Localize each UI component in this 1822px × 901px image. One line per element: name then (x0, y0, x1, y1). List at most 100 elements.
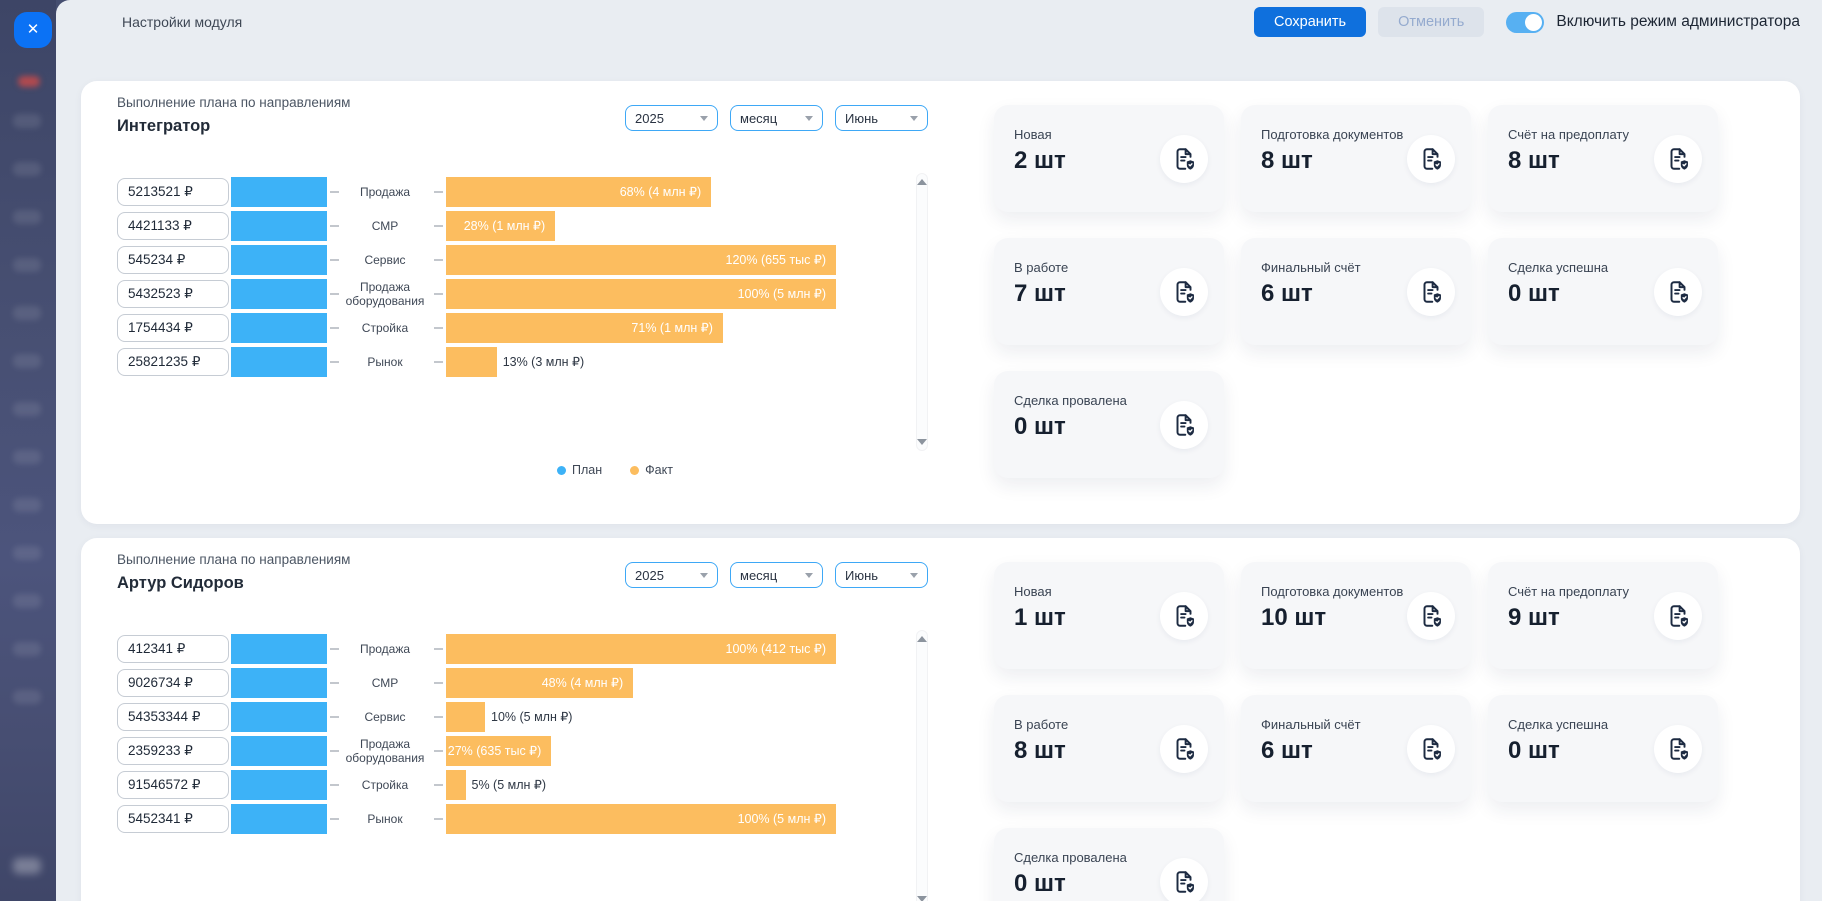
close-button[interactable]: ✕ (14, 12, 52, 48)
legend-item-fact: Факт (630, 463, 673, 477)
year-select[interactable]: 2025 (625, 562, 718, 588)
fact-track: 48% (4 млн ₽) (446, 668, 836, 698)
plan-amount-input[interactable] (117, 737, 229, 765)
status-label: Подготовка документов (1261, 127, 1404, 142)
status-count: 1 шт (1014, 604, 1066, 631)
status-card[interactable]: Сделка успешна 0 шт (1488, 238, 1718, 345)
status-card[interactable]: Финальный счёт 6 шт (1241, 695, 1471, 802)
sidebar-icon-blur (13, 258, 41, 272)
status-label: В работе (1014, 260, 1069, 275)
tick-mark (330, 750, 339, 752)
plan-amount-input[interactable] (117, 246, 229, 274)
document-shield-icon (1160, 267, 1208, 316)
plan-amount-input[interactable] (117, 635, 229, 663)
chart-row: СМР 28% (1 млн ₽) (117, 211, 836, 241)
chart-row: Рынок 13% (3 млн ₽) (117, 347, 836, 377)
category-label: СМР (371, 218, 399, 233)
chart-row: Стройка 5% (5 млн ₽) (117, 770, 836, 800)
chart-scrollbar[interactable] (916, 630, 928, 901)
scroll-up-icon[interactable] (917, 636, 927, 642)
status-card[interactable]: Новая 1 шт (994, 562, 1224, 669)
plan-module-card: Выполнение плана по направлениям Артур С… (81, 538, 1800, 901)
sidebar-icon-blur (13, 858, 41, 874)
fact-bar: 71% (1 млн ₽) (446, 313, 723, 343)
app-sidebar (0, 0, 56, 901)
fact-track: 5% (5 млн ₽) (446, 770, 836, 800)
fact-legend-dot (630, 465, 640, 475)
fact-bar (446, 347, 497, 377)
fact-bar: 48% (4 млн ₽) (446, 668, 634, 698)
cancel-button[interactable]: Отменить (1378, 7, 1485, 37)
plan-amount-input[interactable] (117, 314, 229, 342)
plan-amount-input[interactable] (117, 212, 229, 240)
status-card[interactable]: Счёт на предоплату 8 шт (1488, 105, 1718, 212)
document-shield-icon (1654, 267, 1702, 316)
status-card[interactable]: Сделка успешна 0 шт (1488, 695, 1718, 802)
status-card[interactable]: Счёт на предоплату 9 шт (1488, 562, 1718, 669)
fact-track: 68% (4 млн ₽) (446, 177, 836, 207)
status-label: Сделка провалена (1014, 850, 1127, 865)
chart-row: Продажа оборудования 27% (635 тыс ₽) (117, 736, 836, 766)
status-count: 6 шт (1261, 280, 1313, 307)
fact-bar: 100% (5 млн ₽) (446, 804, 836, 834)
plan-amount-input[interactable] (117, 348, 229, 376)
category-label: СМР (371, 675, 399, 690)
status-count: 0 шт (1014, 413, 1066, 440)
plan-amount-input[interactable] (117, 771, 229, 799)
period-select[interactable]: месяц (730, 562, 823, 588)
chart-row: СМР 48% (4 млн ₽) (117, 668, 836, 698)
status-card[interactable]: В работе 8 шт (994, 695, 1224, 802)
plan-amount-input[interactable] (117, 178, 229, 206)
admin-mode-toggle[interactable] (1506, 11, 1545, 33)
sidebar-icon-blur (13, 114, 41, 128)
fact-bar-label: 28% (1 млн ₽) (463, 219, 546, 233)
legend-item-plan: План (557, 463, 602, 477)
chart-row: Продажа 68% (4 млн ₽) (117, 177, 836, 207)
tick-mark (330, 225, 339, 227)
document-shield-icon (1160, 400, 1208, 449)
document-shield-icon (1654, 591, 1702, 640)
plan-amount-input[interactable] (117, 805, 229, 833)
status-count: 6 шт (1261, 737, 1313, 764)
status-label: Сделка успешна (1508, 717, 1609, 732)
month-select[interactable]: Июнь (835, 105, 928, 131)
period-select[interactable]: месяц (730, 105, 823, 131)
plan-amount-input[interactable] (117, 703, 229, 731)
scroll-up-icon[interactable] (917, 179, 927, 185)
save-button[interactable]: Сохранить (1254, 7, 1367, 37)
status-card[interactable]: В работе 7 шт (994, 238, 1224, 345)
plan-amount-input[interactable] (117, 669, 229, 697)
month-select[interactable]: Июнь (835, 562, 928, 588)
category-label: Рынок (367, 354, 403, 369)
status-count: 8 шт (1014, 737, 1066, 764)
sidebar-icon-blur (13, 210, 41, 224)
fact-bar-label: 120% (655 тыс ₽) (725, 253, 826, 267)
scroll-down-icon[interactable] (917, 896, 927, 901)
fact-bar: 27% (635 тыс ₽) (446, 736, 552, 766)
status-card[interactable]: Сделка провалена 0 шт (994, 828, 1224, 901)
chevron-down-icon (700, 572, 708, 578)
status-card[interactable]: Сделка провалена 0 шт (994, 371, 1224, 478)
plan-bar (231, 211, 327, 241)
plan-legend-label: План (572, 463, 603, 477)
month-select-value: Июнь (845, 110, 879, 126)
status-card[interactable]: Финальный счёт 6 шт (1241, 238, 1471, 345)
fact-bar-label: 100% (5 млн ₽) (737, 812, 826, 826)
sidebar-icon-blur (13, 690, 41, 704)
chevron-down-icon (805, 572, 813, 578)
period-select-value: месяц (740, 567, 778, 583)
sidebar-icon-blur (13, 594, 41, 608)
status-card[interactable]: Подготовка документов 10 шт (1241, 562, 1471, 669)
status-card[interactable]: Новая 2 шт (994, 105, 1224, 212)
fact-track: 28% (1 млн ₽) (446, 211, 836, 241)
status-card[interactable]: Подготовка документов 8 шт (1241, 105, 1471, 212)
sidebar-icon-blur (13, 402, 41, 416)
year-select-value: 2025 (635, 110, 664, 126)
block-title: Интегратор (117, 117, 211, 135)
chart-row: Рынок 100% (5 млн ₽) (117, 804, 836, 834)
year-select[interactable]: 2025 (625, 105, 718, 131)
chart-scrollbar[interactable] (916, 173, 928, 451)
scroll-down-icon[interactable] (917, 439, 927, 445)
plan-amount-input[interactable] (117, 280, 229, 308)
category-label: Рынок (367, 811, 403, 826)
